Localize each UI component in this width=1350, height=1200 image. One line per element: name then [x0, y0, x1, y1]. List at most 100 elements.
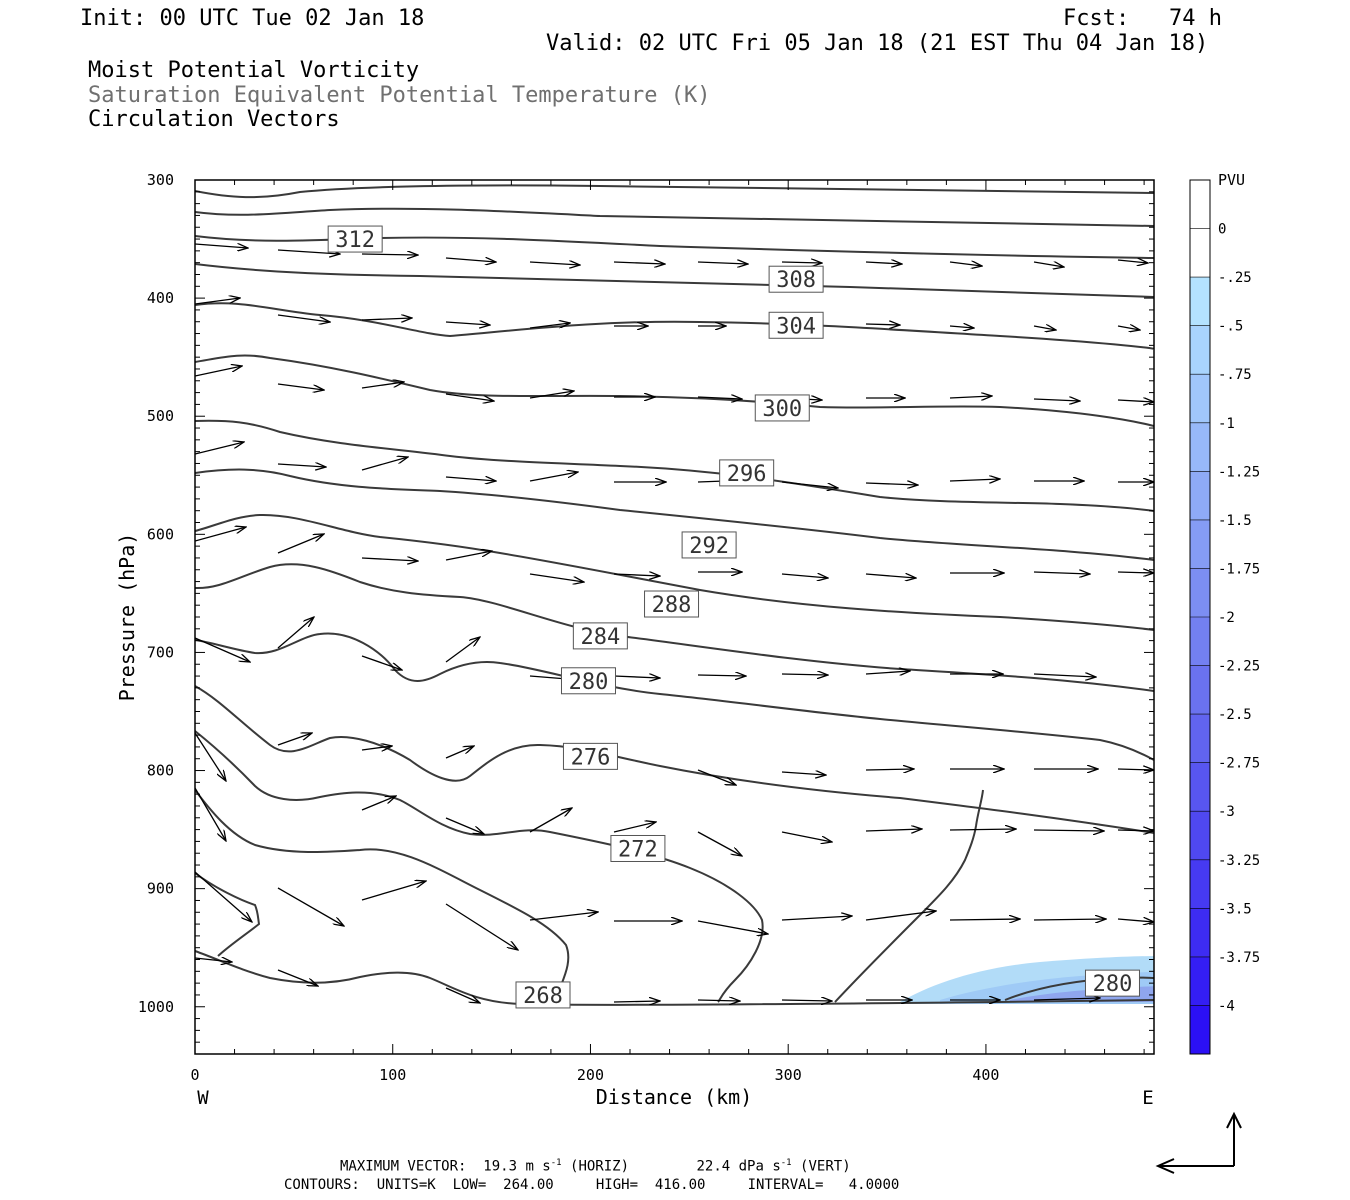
colorbar-label: -3.5 [1218, 901, 1252, 917]
vector-arrow [195, 366, 242, 377]
vector-arrow [1033, 399, 1080, 401]
colorbar-label: -3 [1218, 804, 1235, 820]
contour-label-box [515, 981, 571, 1009]
contour-line [195, 563, 1154, 692]
vector-arrow [361, 318, 412, 320]
vector-arrow [361, 655, 402, 670]
max-vert-exponent: -1 [780, 1158, 792, 1168]
colorbar-swatch [1190, 617, 1210, 666]
colorbar-swatch [1190, 422, 1210, 472]
y-tick-label: 900 [147, 880, 174, 898]
contour-line [195, 302, 1154, 350]
x-tick-label: 100 [379, 1066, 406, 1084]
y-tick-label: 400 [147, 289, 174, 307]
vector-arrow [445, 987, 480, 1003]
vector-arrow [865, 483, 918, 485]
contour-label-box [327, 225, 383, 253]
contour-line [834, 789, 984, 1003]
thetae-contours [195, 184, 1154, 1006]
pvu-colorbar: 0 -.25 -.5 -.75 -1 -1.25 -1.5 -1.75 -2 -2.25 -2.5 -… [1189, 179, 1260, 1055]
vector-arrow [949, 479, 1000, 481]
y-axis-title: Pressure (hPa) [115, 533, 139, 702]
colorbar-swatch [1190, 228, 1210, 278]
contour-label-box [681, 531, 737, 559]
vector-arrow [529, 472, 578, 482]
vector-arrow [277, 617, 314, 649]
contour-label: 268 [523, 984, 563, 1009]
vector-arrow [1117, 400, 1154, 402]
vector-arrow [529, 323, 570, 329]
y-tick-label: 800 [147, 762, 174, 780]
colorbar-label: -2.5 [1218, 707, 1252, 723]
field-title-thetae: Saturation Equivalent Potential Temperat… [88, 83, 711, 108]
vector-arrow [529, 912, 598, 921]
y-tick-label: 500 [147, 407, 174, 425]
vector-arrow [613, 574, 660, 576]
colorbar-label: -3.25 [1218, 853, 1260, 869]
vector-arrow [1033, 674, 1096, 677]
vector-arrow [1117, 572, 1154, 573]
vector-arrow [195, 787, 226, 841]
vector-arrow [865, 671, 910, 674]
colorbar-swatch [1190, 519, 1210, 569]
contours-info: CONTOURS: UNITS=K LOW= 264.00 HIGH= 416.… [284, 1177, 900, 1193]
vector-arrow [865, 262, 902, 264]
reference-vector-icon [1155, 1111, 1242, 1174]
colorbar-swatch [1190, 180, 1210, 229]
vector-arrow [697, 769, 736, 785]
vector-arrow [361, 796, 396, 811]
max-horiz-unit: (HORIZ) [570, 1158, 630, 1175]
colorbar-swatch [1190, 325, 1210, 375]
vector-arrow [445, 258, 496, 262]
contour-line [195, 354, 1154, 427]
vector-arrow [697, 262, 748, 264]
colorbar-swatch [1190, 762, 1210, 812]
colorbar-swatch [1190, 665, 1210, 715]
x-tick-label: 300 [775, 1066, 802, 1084]
contour-line [195, 685, 1154, 834]
vector-arrow [1033, 572, 1090, 574]
field-title-vectors: Circulation Vectors [88, 107, 340, 132]
valid-time: Valid: 02 UTC Fri 05 Jan 18 (21 EST Thu … [546, 31, 1209, 56]
colorbar-swatch [1190, 277, 1210, 326]
vector-arrow [865, 324, 900, 325]
y-tick-label: 300 [147, 171, 174, 189]
vector-arrow [1117, 326, 1140, 330]
y-tick-label: 600 [147, 525, 174, 543]
vector-arrow [1033, 998, 1100, 1000]
colorbar-swatch [1190, 1005, 1210, 1054]
vector-arrow [613, 262, 665, 264]
y-tick-label: 1000 [138, 998, 174, 1016]
max-vector-label: MAXIMUM VECTOR: [340, 1158, 467, 1175]
contour-label: 276 [571, 745, 611, 770]
vector-arrow [277, 969, 318, 986]
vector-arrow [445, 551, 492, 561]
colorbar-swatch [1190, 956, 1210, 1006]
colorbar-label: 0 [1218, 222, 1226, 238]
contour-label: 280 [1093, 972, 1133, 997]
vector-arrow [195, 871, 252, 922]
colorbar-label: -.5 [1218, 319, 1243, 335]
x-tick-labels: 0 100 200 300 400 [190, 1066, 999, 1084]
max-horiz-value: 19.3 m s [483, 1158, 551, 1175]
vector-arrow [949, 262, 982, 266]
colorbar-label: -4 [1218, 998, 1235, 1014]
vector-arrow [361, 457, 408, 471]
contour-line [195, 207, 1154, 227]
vector-arrow [277, 887, 344, 926]
vector-arrow [445, 903, 518, 950]
vector-arrow [781, 1000, 832, 1001]
vector-arrow [195, 958, 232, 962]
forecast-hour: Fcst: 74 h [1063, 6, 1222, 31]
colorbar-label: -2.75 [1218, 756, 1260, 772]
vector-arrow [277, 464, 326, 467]
vector-arrow [277, 314, 330, 322]
contour-label: 288 [652, 593, 692, 618]
vector-arrow [195, 298, 240, 305]
vector-arrow [361, 558, 418, 561]
contour-line [195, 184, 1154, 199]
west-label: W [197, 1087, 209, 1109]
vector-arrow [361, 254, 418, 255]
x-tick-label: 400 [972, 1066, 999, 1084]
contour-label-box [610, 834, 666, 862]
